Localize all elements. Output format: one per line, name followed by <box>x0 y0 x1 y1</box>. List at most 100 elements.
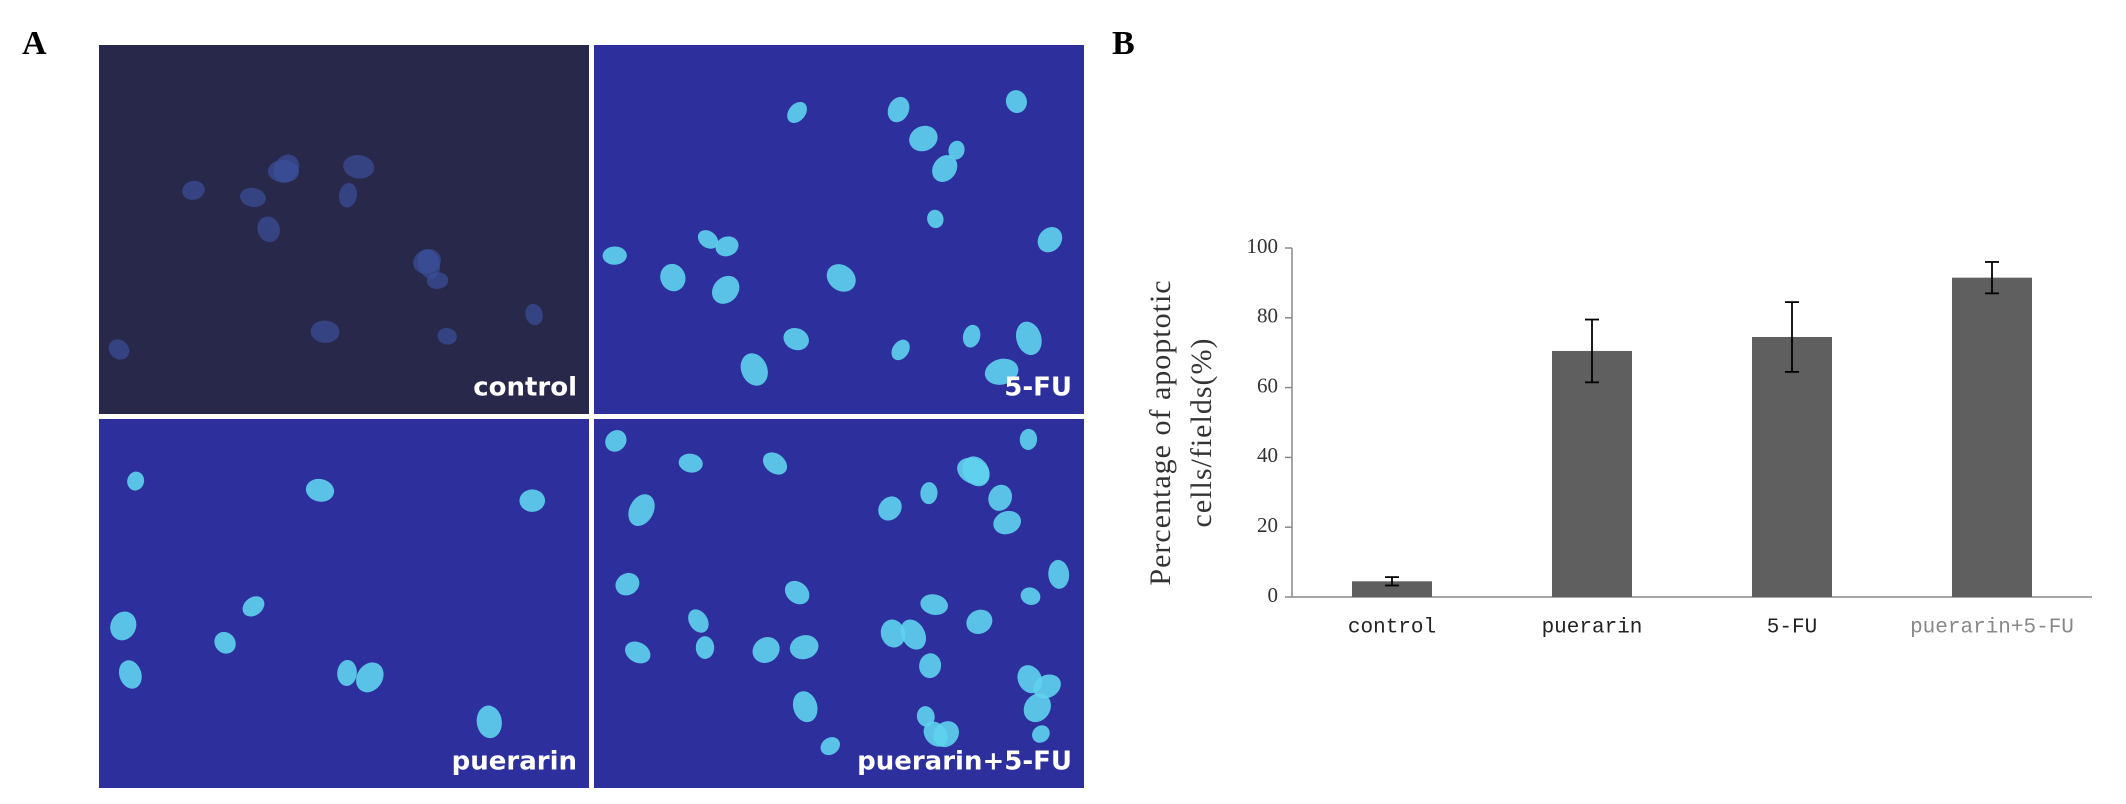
panel-letter: A <box>22 25 47 62</box>
nucleus <box>984 358 1019 385</box>
nucleus <box>214 631 236 654</box>
nucleus <box>1048 559 1070 589</box>
bar <box>1752 336 1832 597</box>
nucleus <box>1032 725 1050 743</box>
nucleus <box>900 619 926 650</box>
nucleus <box>891 339 910 361</box>
micrograph-label: 5-FU <box>1004 373 1072 403</box>
nucleus <box>711 275 740 304</box>
bar <box>1952 277 2032 597</box>
nucleus <box>920 482 938 505</box>
nucleus <box>519 489 546 512</box>
nucleus <box>909 125 938 152</box>
nucleus <box>920 594 948 615</box>
y-tick-label: 100 <box>1247 234 1279 258</box>
nucleus <box>343 154 375 179</box>
nucleus <box>697 230 719 249</box>
nucleus <box>182 180 205 200</box>
nucleus <box>605 430 627 452</box>
nucleus <box>242 596 265 617</box>
nucleus <box>948 140 965 160</box>
y-tick-label: 60 <box>1257 373 1278 397</box>
nucleus <box>1023 693 1051 723</box>
nucleus <box>310 320 340 343</box>
nucleus <box>1033 674 1061 699</box>
nucleus <box>762 452 788 475</box>
nucleus <box>916 706 935 727</box>
y-tick-label: 0 <box>1268 583 1279 607</box>
nucleus <box>337 659 357 686</box>
nucleus <box>660 263 686 292</box>
nucleus <box>356 662 384 693</box>
nucleus <box>267 160 300 183</box>
micrograph <box>99 45 589 414</box>
nucleus <box>118 660 142 689</box>
nucleus <box>789 635 819 660</box>
nucleus <box>715 236 739 257</box>
y-tick-label: 20 <box>1257 513 1278 537</box>
nucleus <box>437 327 457 345</box>
nucleus <box>688 609 709 633</box>
nucleus <box>878 496 902 521</box>
nucleus <box>787 101 807 123</box>
y-axis-label: cells/fields(%) <box>1185 338 1218 528</box>
nucleus <box>1037 227 1063 253</box>
nucleus <box>1020 587 1041 605</box>
y-tick-label: 40 <box>1257 443 1278 467</box>
nucleus <box>417 249 441 279</box>
y-tick-label: 80 <box>1257 304 1278 328</box>
x-tick-label: puerarin+5-FU <box>1910 617 2074 640</box>
micrograph <box>594 45 1084 414</box>
nucleus <box>1005 90 1027 114</box>
y-axis-label: Percentage of apoptotic <box>1144 279 1177 585</box>
nucleus <box>338 183 358 208</box>
nucleus <box>752 637 780 663</box>
error-bar <box>1385 576 1399 587</box>
nucleus <box>966 609 993 634</box>
nucleus <box>239 187 266 208</box>
nucleus <box>962 324 981 348</box>
nucleus <box>927 209 944 229</box>
nucleus <box>695 636 715 659</box>
nucleus <box>783 327 809 351</box>
micrograph-label: control <box>473 373 577 403</box>
panel-letter: B <box>1112 25 1135 62</box>
nucleus <box>919 653 942 679</box>
nucleus <box>820 737 841 756</box>
nucleus <box>962 456 990 487</box>
micrograph-grid: control 5-FU puerarin puerarin+5-FU <box>99 45 1084 788</box>
nucleus <box>602 246 627 265</box>
nucleus <box>625 641 651 664</box>
micrograph <box>99 419 589 788</box>
x-tick-label: control <box>1348 617 1436 640</box>
bar <box>1352 581 1432 597</box>
nucleus <box>932 155 958 182</box>
nucleus <box>988 484 1013 511</box>
nucleus <box>628 494 655 526</box>
nucleus <box>678 453 703 473</box>
nucleus <box>110 611 137 641</box>
nucleus <box>615 572 640 596</box>
micrograph-label: puerarin+5-FU <box>857 747 1072 777</box>
nucleus <box>108 339 130 360</box>
x-tick-label: 5-FU <box>1767 617 1817 640</box>
bar-chart: 0 20 40 60 80 100 Percentage of apoptotic cells… <box>1144 234 2092 640</box>
nucleus <box>887 96 910 123</box>
micrograph <box>594 419 1084 788</box>
nucleus <box>792 691 818 723</box>
x-tick-label: puerarin <box>1542 617 1643 640</box>
micrograph-label: puerarin <box>452 747 577 777</box>
error-bar <box>1985 261 1999 295</box>
nucleus <box>1019 428 1038 450</box>
nucleus <box>923 721 948 747</box>
nucleus <box>993 510 1021 535</box>
nucleus <box>826 264 856 292</box>
nucleus <box>257 216 280 243</box>
error-bar <box>1585 318 1599 384</box>
nucleus <box>880 619 906 648</box>
error-bar <box>1785 301 1799 373</box>
nucleus <box>127 471 145 491</box>
nucleus <box>784 580 810 605</box>
bar <box>1552 350 1632 597</box>
